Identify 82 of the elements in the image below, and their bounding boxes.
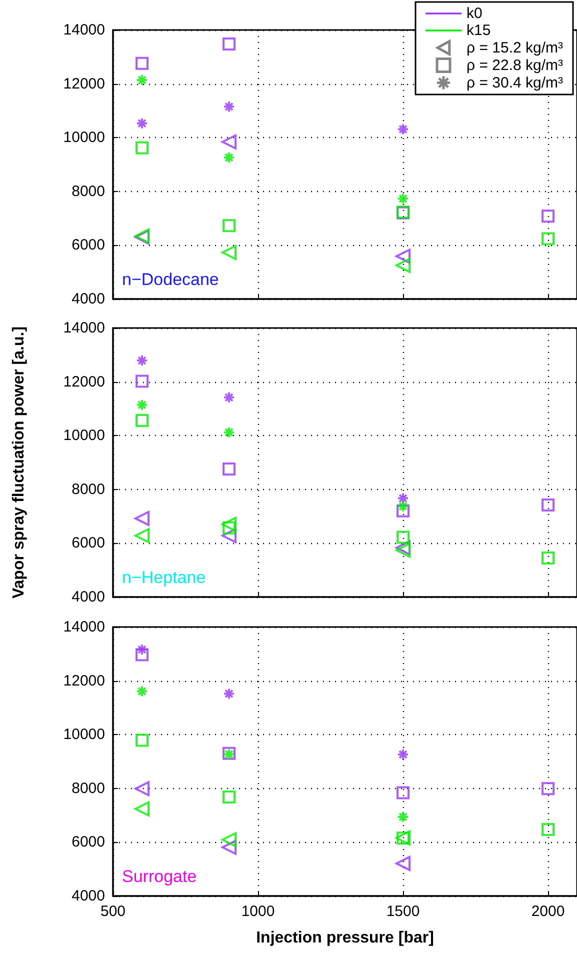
point — [542, 232, 554, 246]
point — [136, 398, 148, 411]
point — [222, 462, 236, 476]
point — [136, 685, 148, 698]
point — [222, 516, 236, 532]
y-tick-label: 8000 — [72, 780, 105, 797]
y-tick-label: 6000 — [72, 834, 105, 851]
point — [134, 781, 150, 796]
point — [222, 840, 236, 855]
point — [134, 528, 150, 544]
point — [222, 790, 236, 804]
point — [136, 117, 148, 130]
y-tick-label: 14000 — [63, 618, 105, 636]
point — [136, 374, 148, 388]
legend-label: ρ = 22.8 kg/m³ — [466, 56, 564, 74]
annotation: n−Heptane — [122, 568, 206, 587]
y-tick-label: 10000 — [63, 427, 105, 444]
legend-label: ρ = 30.4 kg/m³ — [466, 74, 564, 92]
point — [136, 141, 148, 154]
point — [136, 734, 148, 747]
y-tick-label: 8000 — [72, 182, 105, 200]
point — [136, 74, 148, 86]
y-tick-label: 14000 — [63, 22, 105, 38]
point — [136, 354, 148, 367]
point — [396, 504, 410, 518]
point — [542, 498, 554, 512]
point — [222, 521, 236, 534]
point — [397, 492, 409, 504]
y-tick-label: 4000 — [72, 888, 105, 904]
point — [222, 219, 236, 232]
y-tick-label: 4000 — [72, 588, 105, 606]
y-tick-label: 8000 — [72, 480, 105, 498]
point — [223, 152, 235, 164]
annotation: Surrogate — [122, 867, 197, 886]
point — [397, 192, 409, 205]
point — [136, 644, 148, 656]
point — [134, 801, 150, 816]
y-tick-label: 6000 — [72, 236, 105, 254]
y-tick-label: 10000 — [63, 129, 105, 146]
point — [396, 530, 410, 544]
point — [396, 786, 410, 800]
legend-label: ρ = 15.2 kg/m³ — [466, 39, 564, 56]
y-tick-label: 12000 — [63, 373, 105, 390]
point — [222, 134, 236, 150]
point — [223, 391, 235, 404]
point — [222, 528, 236, 544]
point — [222, 244, 236, 260]
point — [397, 500, 409, 512]
point — [542, 210, 554, 223]
legend-label: k0 — [466, 5, 482, 22]
point — [542, 782, 554, 796]
y-tick-label: 6000 — [72, 534, 105, 552]
point — [223, 426, 235, 438]
y-tick-label: 12000 — [63, 75, 105, 92]
point — [136, 648, 148, 662]
x-tick-label: 1500 — [386, 903, 420, 920]
y-tick-label: 12000 — [63, 672, 105, 690]
y-tick-label: 10000 — [63, 726, 105, 744]
x-tick-label: 2000 — [531, 903, 565, 920]
point — [397, 123, 409, 136]
point — [223, 688, 235, 700]
point — [542, 823, 554, 836]
point — [397, 810, 409, 823]
legend-label: k15 — [466, 22, 491, 39]
point — [134, 510, 150, 526]
point — [136, 414, 148, 428]
point — [396, 258, 410, 273]
y-tick-label: 14000 — [63, 320, 105, 336]
point — [222, 832, 236, 848]
point — [222, 37, 236, 50]
y-axis-title: Vapor spray fluctuation power [a.u.] — [10, 326, 28, 599]
x-tick-label: 1000 — [241, 903, 275, 920]
x-axis-title: Injection pressure [bar] — [256, 930, 434, 946]
point — [397, 748, 409, 761]
point — [396, 248, 410, 264]
point — [396, 856, 410, 871]
point — [542, 551, 554, 564]
annotation: n−Dodecane — [122, 270, 219, 289]
point — [223, 100, 235, 113]
y-tick-label: 4000 — [72, 290, 105, 308]
point — [136, 56, 148, 70]
x-tick-label: 500 — [100, 903, 126, 920]
